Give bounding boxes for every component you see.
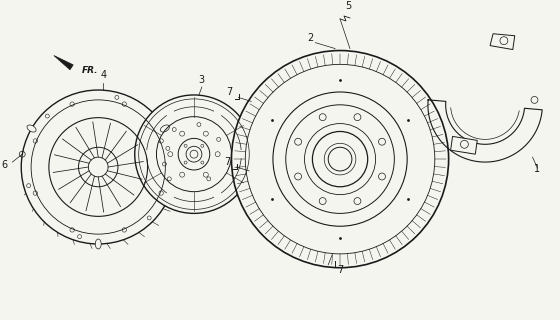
Text: 1: 1 bbox=[534, 164, 540, 174]
Polygon shape bbox=[54, 55, 73, 70]
Text: FR.: FR. bbox=[81, 66, 98, 75]
Ellipse shape bbox=[95, 239, 101, 249]
Circle shape bbox=[21, 90, 175, 244]
Polygon shape bbox=[490, 34, 515, 50]
Text: 5: 5 bbox=[345, 1, 351, 11]
Text: 6: 6 bbox=[2, 160, 7, 170]
Ellipse shape bbox=[27, 125, 36, 132]
Text: 3: 3 bbox=[199, 75, 205, 85]
Text: 2: 2 bbox=[307, 33, 314, 43]
Text: 4: 4 bbox=[100, 70, 106, 80]
Text: 7: 7 bbox=[226, 87, 232, 98]
Text: 7: 7 bbox=[225, 157, 231, 167]
Polygon shape bbox=[451, 136, 477, 154]
Text: 7: 7 bbox=[337, 265, 343, 275]
Circle shape bbox=[135, 95, 253, 213]
Circle shape bbox=[231, 51, 449, 268]
Ellipse shape bbox=[160, 125, 170, 132]
